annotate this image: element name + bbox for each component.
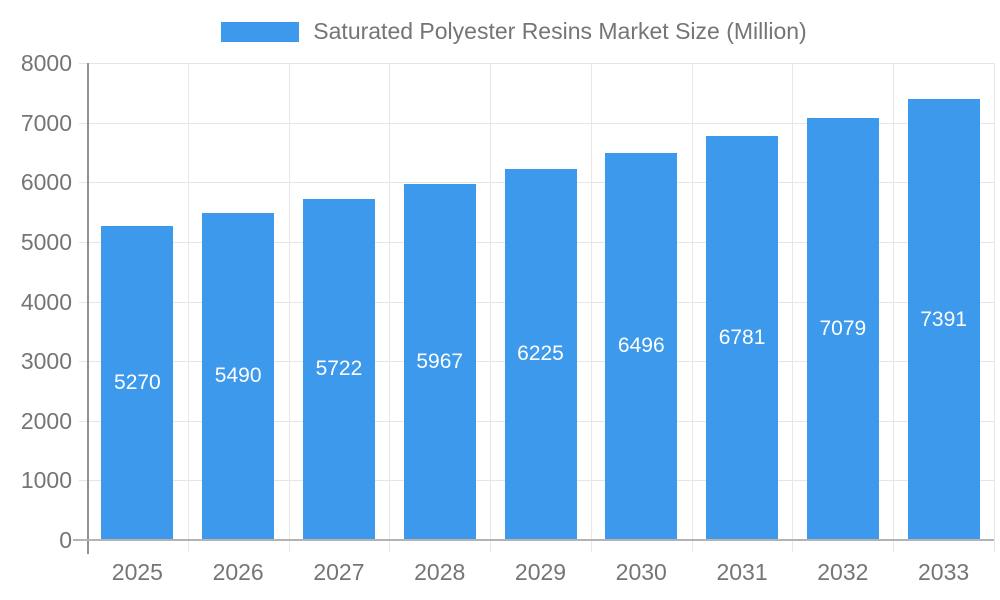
y-axis-line (87, 63, 89, 554)
v-gridline (994, 63, 995, 552)
bar-2026: 5490 (202, 212, 275, 540)
bar-value-label: 5722 (315, 357, 363, 381)
bar-value-label: 5490 (214, 364, 262, 388)
v-gridline (691, 63, 693, 552)
v-gridline (187, 63, 189, 552)
y-axis-label: 1000 (20, 467, 72, 494)
v-gridline (288, 63, 290, 552)
legend: Saturated Polyester Resins Market Size (… (0, 18, 1000, 45)
x-axis-label: 2026 (212, 559, 264, 585)
x-axis-label: 2030 (615, 559, 667, 585)
bar-2027: 5722 (302, 198, 375, 540)
bar-2025: 5270 (101, 225, 174, 540)
bar-value-label: 6781 (718, 325, 766, 349)
h-gridline (79, 63, 994, 64)
x-axis-label: 2029 (514, 559, 567, 585)
y-axis-label: 8000 (20, 50, 72, 76)
x-axis-label: 2031 (716, 559, 768, 585)
x-axis-label: 2032 (817, 559, 869, 585)
legend-item[interactable]: Saturated Polyester Resins Market Size (… (221, 18, 807, 45)
bar-value-label: 6496 (617, 334, 665, 358)
v-gridline (893, 63, 895, 552)
y-axis-label: 6000 (20, 169, 72, 196)
y-axis-label: 4000 (20, 288, 72, 315)
y-axis-label: 3000 (20, 348, 72, 375)
x-axis-line (73, 539, 994, 541)
bar-2030: 6496 (605, 152, 678, 540)
x-axis-label: 2033 (918, 559, 970, 585)
y-axis-label: 2000 (20, 407, 72, 434)
bar-2032: 7079 (806, 117, 879, 540)
y-axis-label: 5000 (20, 228, 72, 255)
x-axis-label: 2025 (111, 559, 163, 585)
bar-2031: 6781 (706, 135, 779, 540)
v-gridline (389, 63, 391, 552)
bar-value-label: 7391 (920, 307, 967, 331)
y-axis-label: 7000 (20, 109, 72, 136)
x-axis-label: 2028 (414, 559, 466, 585)
v-gridline (490, 63, 492, 552)
bar-2033: 7391 (907, 99, 980, 540)
h-gridline (79, 122, 994, 124)
bar-value-label: 5270 (114, 370, 161, 394)
bar-2029: 6225 (504, 168, 577, 540)
bar-value-label: 5967 (416, 350, 464, 374)
y-axis-label: 0 (59, 527, 72, 553)
v-gridline (590, 63, 592, 552)
plot-area: 5270 5490 5722 5967 6225 6496 6781 7079 7391 (73, 63, 995, 554)
v-gridline (792, 63, 794, 552)
bar-value-label: 7079 (819, 316, 867, 340)
x-axis-label: 2027 (313, 559, 365, 585)
bar-2028: 5967 (403, 184, 476, 540)
legend-swatch-icon (221, 21, 300, 42)
legend-label: Saturated Polyester Resins Market Size (… (313, 18, 807, 44)
bar-value-label: 6225 (517, 342, 564, 366)
